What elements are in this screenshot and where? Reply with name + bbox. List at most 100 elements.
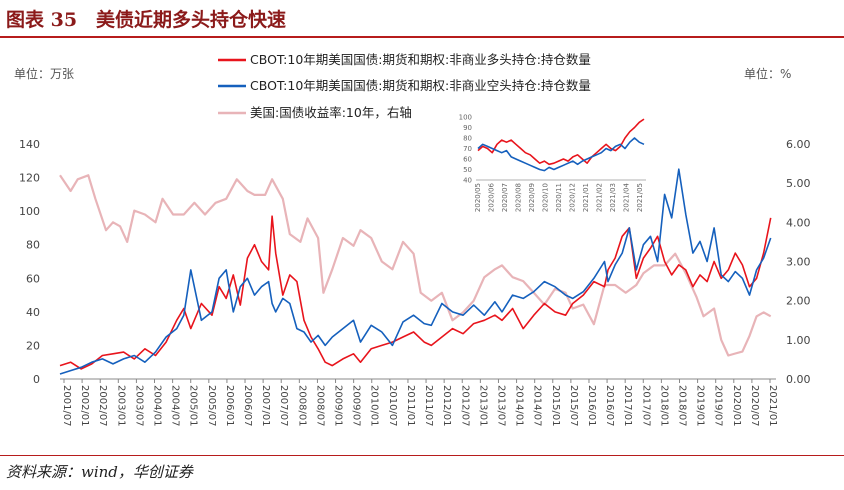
inset-x-tick-label: 2020/05: [474, 183, 482, 212]
x-tick-label: 2011/01: [405, 385, 416, 427]
series-short-position-line: [59, 168, 772, 375]
left-tick-label: 100: [19, 205, 40, 218]
inset-long-line: [477, 118, 645, 166]
x-tick-label: 2020/07: [749, 385, 760, 427]
x-tick-label: 2009/01: [333, 385, 344, 427]
inset-x-tick-label: 2020/09: [528, 183, 536, 212]
right-tick-label: 3.00: [786, 256, 811, 269]
x-tick-label: 2019/07: [713, 385, 724, 427]
right-tick-label: 1.00: [786, 334, 811, 347]
x-tick-label: 2003/07: [133, 385, 144, 427]
legend: CBOT:10年期美国国债:期货和期权:非商业多头持仓:持仓数量 CBOT:10…: [218, 52, 591, 120]
x-tick-label: 2017/01: [622, 385, 633, 427]
x-tick-label: 2004/07: [170, 385, 181, 427]
footer-divider: [0, 455, 844, 456]
source-note: 资料来源：wind，华创证券: [6, 463, 193, 481]
x-tick-label: 2003/01: [115, 385, 126, 427]
x-tick-label: 2021/01: [767, 385, 778, 427]
right-tick-label: 6.00: [786, 138, 811, 151]
series-long-position-line: [59, 215, 772, 370]
inset-x-tick-label: 2020/08: [515, 183, 523, 212]
x-tick-label: 2006/07: [242, 385, 253, 427]
figure-title: 图表 35 美债近期多头持仓快速: [6, 9, 287, 31]
x-tick-label: 2005/01: [188, 385, 199, 427]
right-y-axis: 0.00 1.00 2.00 3.00 4.00 5.00 6.00: [786, 138, 811, 386]
x-tick-label: 2007/01: [260, 385, 271, 427]
x-tick-label: 2008/07: [314, 385, 325, 427]
inset-y-tick-label: 70: [463, 145, 472, 153]
x-tick-label: 2002/07: [97, 385, 108, 427]
x-tick-label: 2012/01: [441, 385, 452, 427]
series-treasury-yield-line: [59, 174, 772, 357]
inset-x-tick-label: 2021/01: [582, 183, 590, 212]
chart-area: 单位：万张 单位：% CBOT:10年期美国国债:期货和期权:非商业多头持仓:持…: [14, 52, 811, 427]
right-tick-label: 2.00: [786, 295, 811, 308]
x-tick-label: 2020/01: [731, 385, 742, 427]
x-tick-label: 2013/07: [495, 385, 506, 427]
x-tick-label: 2009/07: [351, 385, 362, 427]
inset-x-tick-label: 2021/02: [596, 183, 604, 212]
x-tick-label: 2016/01: [586, 385, 597, 427]
x-tick-label: 2014/01: [514, 385, 525, 427]
left-unit-label: 单位：万张: [14, 66, 74, 81]
inset-x-tick-label: 2021/03: [609, 183, 617, 212]
x-tick-label: 2005/07: [206, 385, 217, 427]
left-tick-label: 140: [19, 138, 40, 151]
x-tick-label: 2010/07: [387, 385, 398, 427]
x-tick-label: 2006/01: [224, 385, 235, 427]
right-unit-label: 单位：%: [744, 66, 791, 81]
left-tick-label: 60: [26, 272, 40, 285]
x-tick-label: 2016/07: [604, 385, 615, 427]
inset-y-tick-label: 90: [463, 124, 472, 132]
legend-label-yield: 美国:国债收益率:10年，右轴: [250, 105, 412, 120]
x-tick-label: 2017/07: [640, 385, 651, 427]
x-tick-label: 2015/01: [550, 385, 561, 427]
left-tick-label: 20: [26, 339, 40, 352]
x-tick-label: 2001/07: [61, 385, 72, 427]
inset-x-tick-label: 2020/10: [542, 183, 550, 212]
x-tick-label: 2013/01: [477, 385, 488, 427]
x-tick-label: 2008/01: [296, 385, 307, 427]
inset-y-tick-label: 50: [463, 166, 472, 174]
x-tick-label: 2018/01: [658, 385, 669, 427]
inset-x-tick-label: 2020/12: [569, 183, 577, 212]
inset-y-tick-label: 60: [463, 156, 472, 164]
inset-y-axis: 40 50 60 70 80 90 100: [459, 114, 472, 185]
inset-y-tick-label: 40: [463, 177, 472, 185]
x-axis: 2001/07 2002/01 2002/07 2003/01 2003/07 2004/…: [61, 379, 778, 427]
series-layer: [59, 168, 772, 375]
left-tick-label: 120: [19, 172, 40, 185]
inset-x-tick-label: 2020/11: [555, 183, 563, 212]
inset-x-tick-label: 2021/05: [636, 183, 644, 212]
x-tick-label: 2002/01: [79, 385, 90, 427]
x-tick-label: 2014/07: [532, 385, 543, 427]
inset-short-line: [477, 137, 645, 172]
x-tick-label: 2018/07: [676, 385, 687, 427]
right-tick-label: 0.00: [786, 373, 811, 386]
right-tick-label: 5.00: [786, 177, 811, 190]
x-tick-label: 2004/01: [152, 385, 163, 427]
x-tick-label: 2007/07: [278, 385, 289, 427]
left-tick-label: 0: [33, 373, 40, 386]
x-tick-label: 2012/07: [459, 385, 470, 427]
left-y-axis: 0 20 40 60 80 100 120 140: [19, 138, 40, 386]
left-tick-label: 40: [26, 306, 40, 319]
inset-x-tick-label: 2020/07: [501, 183, 509, 212]
x-tick-label: 2019/01: [695, 385, 706, 427]
legend-label-short: CBOT:10年期美国国债:期货和期权:非商业空头持仓:持仓数量: [250, 78, 591, 93]
legend-label-long: CBOT:10年期美国国债:期货和期权:非商业多头持仓:持仓数量: [250, 52, 591, 67]
inset-series-layer: [477, 118, 645, 172]
x-tick-label: 2010/01: [369, 385, 380, 427]
inset-y-tick-label: 100: [459, 114, 472, 122]
figure-title-bar: 图表 35 美债近期多头持仓快速: [0, 0, 844, 38]
x-tick-label: 2015/07: [568, 385, 579, 427]
inset-y-tick-label: 80: [463, 135, 472, 143]
inset-x-tick-label: 2020/06: [488, 182, 496, 212]
left-tick-label: 80: [26, 239, 40, 252]
title-divider: [0, 36, 844, 38]
x-tick-label: 2011/07: [423, 385, 434, 427]
inset-x-axis: 2020/05 2020/06 2020/07 2020/08 2020/09 2020/…: [474, 179, 646, 212]
right-tick-label: 4.00: [786, 216, 811, 229]
inset-x-tick-label: 2021/04: [623, 182, 631, 212]
